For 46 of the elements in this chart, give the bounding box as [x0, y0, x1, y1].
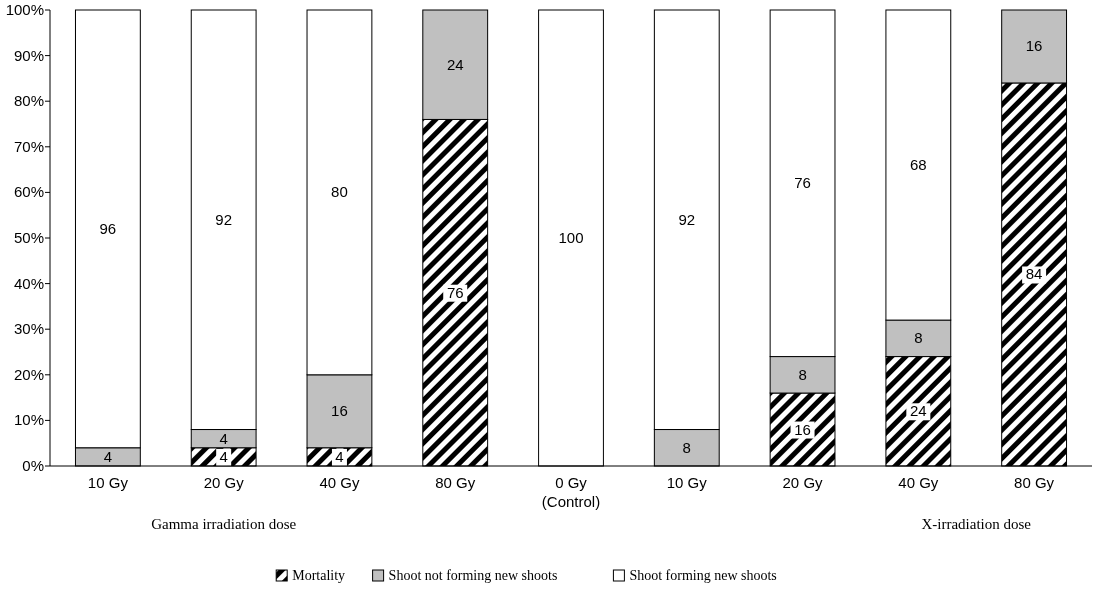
data-label: 24 [446, 55, 464, 73]
text: X-irradiation dose [921, 516, 1032, 532]
data-label: 84 [1025, 265, 1043, 283]
data-label: 80 [331, 183, 348, 201]
y-tick-label: 20% [13, 365, 44, 383]
y-tick-label: 10% [13, 411, 44, 429]
y-tick-label: 60% [13, 183, 44, 201]
y-tick-label: 0% [22, 457, 44, 474]
y-tick-label: 80% [13, 92, 44, 110]
x-tick-label: 80 Gy [1014, 474, 1055, 491]
x-tick-label: 0 Gy (Control) [541, 474, 601, 510]
text: Gamma irradiation dose [151, 516, 297, 532]
data-label: 92 [215, 210, 233, 228]
data-label: 4 [335, 447, 344, 465]
data-label: 8 [682, 438, 691, 456]
y-tick-label: 90% [13, 46, 44, 64]
x-tick-label: 10 Gy [666, 474, 708, 491]
x-tick-label: 40 Gy [898, 474, 939, 491]
data-label: 92 [678, 210, 696, 228]
x-tick-label: 40 Gy [319, 474, 360, 491]
y-tick-label: 70% [13, 137, 44, 155]
y-tick-label: 100% [5, 1, 44, 18]
x-tick-label: 10 Gy [87, 474, 129, 491]
x-tick-label: 80 Gy [435, 474, 476, 491]
legend-label: Mortality [292, 568, 346, 583]
data-label: 4 [219, 429, 228, 447]
y-tick-label: 50% [13, 229, 44, 246]
data-label: 16 [1025, 37, 1043, 55]
y-tick-label: 30% [13, 320, 44, 338]
data-label: 16 [794, 420, 811, 438]
data-label: 4 [219, 447, 228, 465]
y-tick-label: 40% [13, 274, 44, 292]
data-label: 76 [794, 174, 811, 192]
legend-label: Shoot forming new shoots [629, 568, 777, 583]
x-tick-label: 20 Gy [782, 474, 824, 491]
data-label: 4 [103, 447, 113, 465]
data-label: 100 [558, 229, 584, 246]
x-tick-label: 20 Gy [203, 474, 245, 491]
data-label: 8 [914, 329, 923, 347]
data-label: 24 [909, 402, 927, 420]
data-label: 96 [99, 219, 117, 237]
data-label: 68 [909, 156, 927, 174]
data-label: 8 [798, 365, 807, 383]
legend-label: Shoot not forming new shoots [388, 568, 558, 583]
data-label: 16 [331, 402, 348, 420]
data-label: 76 [446, 283, 464, 301]
